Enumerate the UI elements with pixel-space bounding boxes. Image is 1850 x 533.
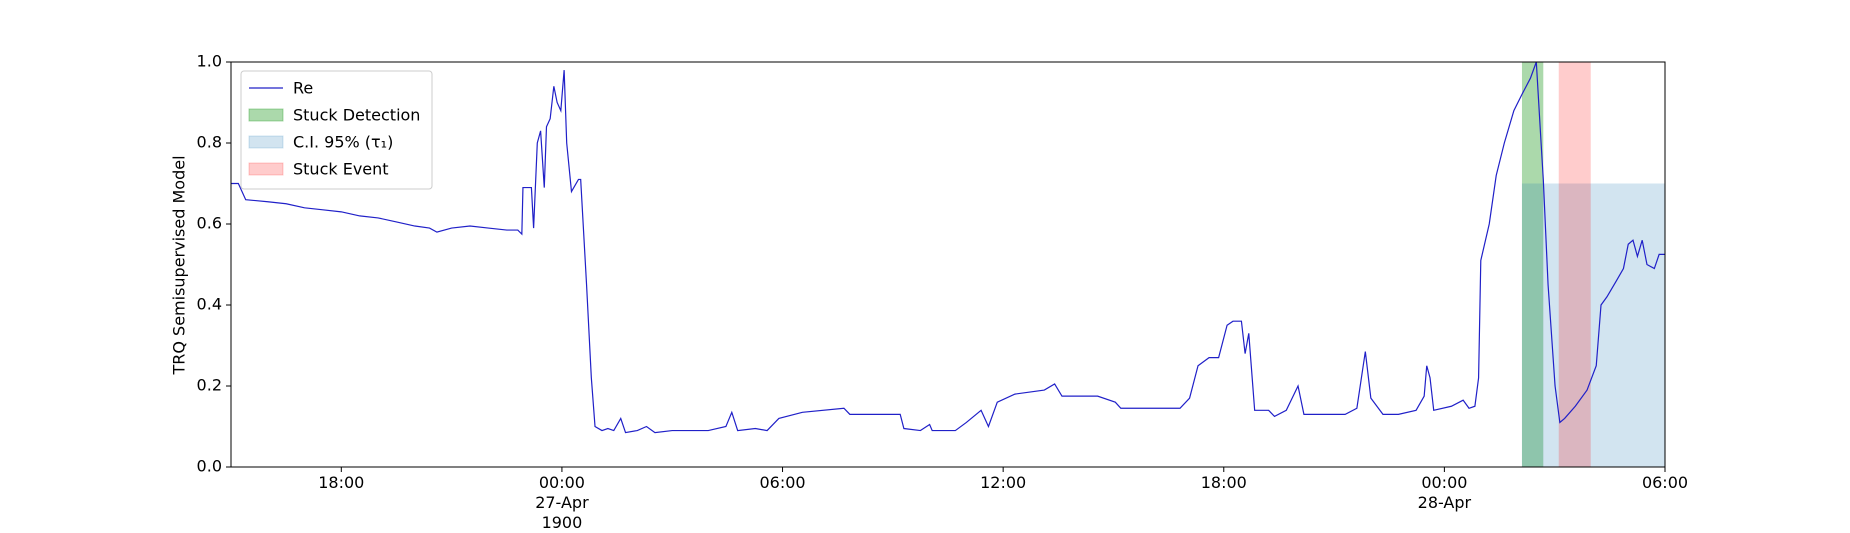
legend-frame bbox=[240, 70, 433, 190]
x-tick-label: 06:00 bbox=[759, 473, 806, 492]
y-tick-label: 0.2 bbox=[197, 376, 222, 395]
y-tick-label: 0.4 bbox=[197, 295, 222, 314]
legend-patch bbox=[248, 108, 284, 122]
span bbox=[1521, 183, 1665, 467]
x-tick-label: 18:00 bbox=[1200, 473, 1247, 492]
x-tick-label: 12:00 bbox=[980, 473, 1027, 492]
legend-label: Re bbox=[293, 79, 313, 98]
y-axis-label: TRQ Semisupervised Model bbox=[170, 155, 189, 375]
line bbox=[231, 61, 1665, 434]
x-tick-label: 00:00 27-Apr 1900 bbox=[535, 473, 589, 532]
legend-patch bbox=[248, 162, 284, 176]
legend-label: Stuck Detection bbox=[293, 106, 420, 125]
y-tick-label: 0.8 bbox=[197, 133, 222, 152]
legend: Re Stuck Detection C.I. 95% (τ₁) Stuck Even… bbox=[240, 70, 433, 190]
y-tick-label: 0.0 bbox=[197, 457, 222, 476]
legend-patch bbox=[248, 135, 284, 149]
y-tick-label: 0.6 bbox=[197, 214, 222, 233]
legend-label: Stuck Event bbox=[293, 160, 389, 179]
y-tick-label: 1.0 bbox=[197, 52, 222, 71]
x-tick-label: 18:00 bbox=[318, 473, 365, 492]
x-tick-label: 00:00 28-Apr bbox=[1417, 473, 1472, 512]
x-tick-label: 06:00 bbox=[1641, 473, 1689, 492]
span bbox=[1521, 62, 1544, 467]
legend-label: C.I. 95% (τ₁) bbox=[293, 133, 393, 152]
span bbox=[1558, 62, 1591, 467]
plot-frame bbox=[230, 61, 1666, 468]
